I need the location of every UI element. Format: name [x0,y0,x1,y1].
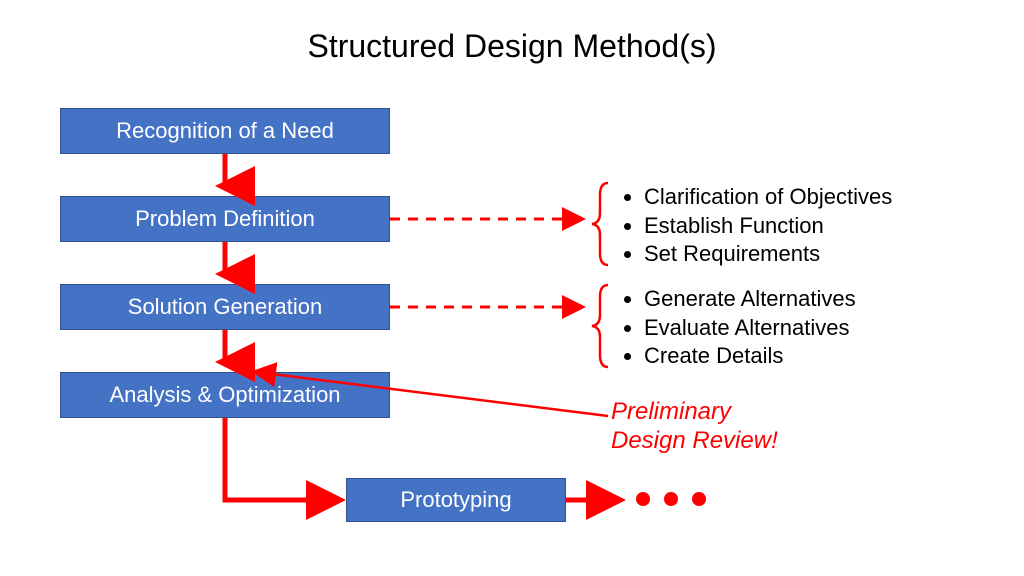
page-title: Structured Design Method(s) [0,28,1024,65]
box-need: Recognition of a Need [60,108,390,154]
callout-line1: Preliminary [611,398,731,425]
box-label: Prototyping [400,487,511,513]
box-label: Analysis & Optimization [109,382,340,408]
dot-icon [692,492,706,506]
bullet-item: Create Details [644,342,856,371]
box-analysis: Analysis & Optimization [60,372,390,418]
dot-icon [636,492,650,506]
bullets-solution: Generate Alternatives Evaluate Alternati… [620,285,856,371]
bullets-problem: Clarification of Objectives Establish Fu… [620,183,892,269]
brace-icon [592,183,608,265]
brace-icon [592,285,608,367]
box-label: Recognition of a Need [116,118,334,144]
arrow-elbow-icon [225,418,336,500]
box-label: Solution Generation [128,294,322,320]
box-problem: Problem Definition [60,196,390,242]
bullet-item: Set Requirements [644,240,892,269]
box-solution: Solution Generation [60,284,390,330]
callout-preliminary-design-review: Preliminary Design Review! [611,398,778,456]
box-label: Problem Definition [135,206,315,232]
dot-icon [664,492,678,506]
bullet-item: Evaluate Alternatives [644,314,856,343]
callout-line2: Design Review! [611,427,778,454]
box-prototyping: Prototyping [346,478,566,522]
bullet-item: Establish Function [644,212,892,241]
bullet-item: Generate Alternatives [644,285,856,314]
bullet-item: Clarification of Objectives [644,183,892,212]
ellipsis-continuation [636,492,706,506]
